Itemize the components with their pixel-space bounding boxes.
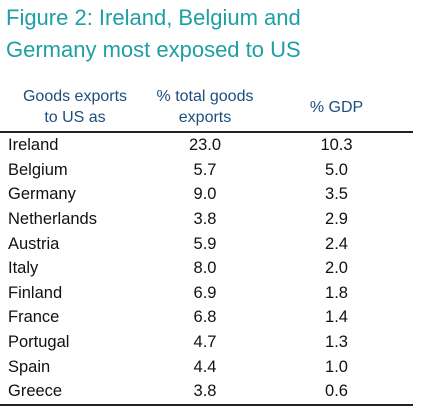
cell-gdp: 2.9 [325, 210, 348, 229]
figure-title-line-1: Figure 2: Ireland, Belgium and [6, 5, 301, 30]
header-country-line-1: Goods exports [22, 88, 128, 105]
table-row: Spain 4.4 1.0 [0, 354, 413, 379]
cell-country: Austria [8, 234, 60, 253]
cell-country: Greece [0, 378, 150, 406]
cell-country: Italy [8, 259, 39, 278]
cell-gdp: 1.8 [325, 283, 348, 302]
cell-share: 8.0 [193, 259, 217, 278]
cell-country: France [8, 308, 60, 327]
table-header-row: Goods exports to US as % total goods exp… [0, 86, 413, 133]
cell-gdp: 1.0 [325, 357, 348, 376]
cell-share: 5.7 [193, 160, 217, 179]
figure-title: Figure 2: Ireland, Belgium and Germany m… [6, 2, 424, 66]
cell-country: Netherlands [8, 210, 97, 229]
table-row: France 6.8 1.4 [0, 305, 413, 330]
table-row: Greece 3.8 0.6 [0, 378, 413, 406]
cell-gdp: 5.0 [325, 160, 348, 179]
table-row: Germany 9.0 3.5 [0, 182, 413, 207]
header-country: Goods exports to US as [0, 86, 150, 133]
cell-country: Germany [8, 185, 76, 204]
table-row: Austria 5.9 2.4 [0, 231, 413, 256]
cell-share: 3.8 [150, 378, 260, 406]
cell-share: 23.0 [188, 136, 222, 155]
header-country-line-2: to US as [44, 109, 106, 126]
cell-share: 3.8 [193, 210, 217, 229]
cell-gdp: 1.4 [325, 308, 348, 327]
cell-country: Belgium [8, 160, 68, 179]
cell-country: Finland [8, 283, 63, 302]
cell-share: 6.9 [193, 283, 217, 302]
cell-share: 5.9 [193, 234, 217, 253]
cell-share: 4.7 [193, 333, 217, 352]
cell-country: Spain [8, 357, 51, 376]
table-row: Netherlands 3.8 2.9 [0, 207, 413, 232]
header-share-line-2: exports [178, 109, 232, 126]
cell-gdp: 2.0 [325, 259, 348, 278]
cell-share: 6.8 [193, 308, 217, 327]
table-row: Finland 6.9 1.8 [0, 281, 413, 306]
header-share: % total goods exports [150, 86, 260, 133]
exports-table: Goods exports to US as % total goods exp… [0, 86, 413, 406]
cell-gdp: 0.6 [260, 378, 413, 406]
cell-country: Portugal [8, 333, 70, 352]
table-row: Belgium 5.7 5.0 [0, 158, 413, 183]
cell-gdp: 10.3 [320, 136, 353, 155]
cell-gdp: 3.5 [325, 185, 348, 204]
header-gdp: % GDP [260, 86, 413, 133]
header-share-line-1: % total goods [156, 88, 254, 105]
cell-gdp: 1.3 [325, 333, 348, 352]
figure-title-line-2: Germany most exposed to US [6, 37, 301, 62]
table-row: Portugal 4.7 1.3 [0, 330, 413, 355]
table-body: Ireland 23.0 10.3 Belgium 5.7 5.0 Germany 9.0 3.… [0, 132, 413, 406]
cell-share: 4.4 [193, 357, 217, 376]
cell-country: Ireland [8, 136, 59, 155]
cell-gdp: 2.4 [325, 234, 348, 253]
table-row: Ireland 23.0 10.3 [0, 132, 413, 158]
table-row: Italy 8.0 2.0 [0, 256, 413, 281]
cell-share: 9.0 [193, 185, 217, 204]
